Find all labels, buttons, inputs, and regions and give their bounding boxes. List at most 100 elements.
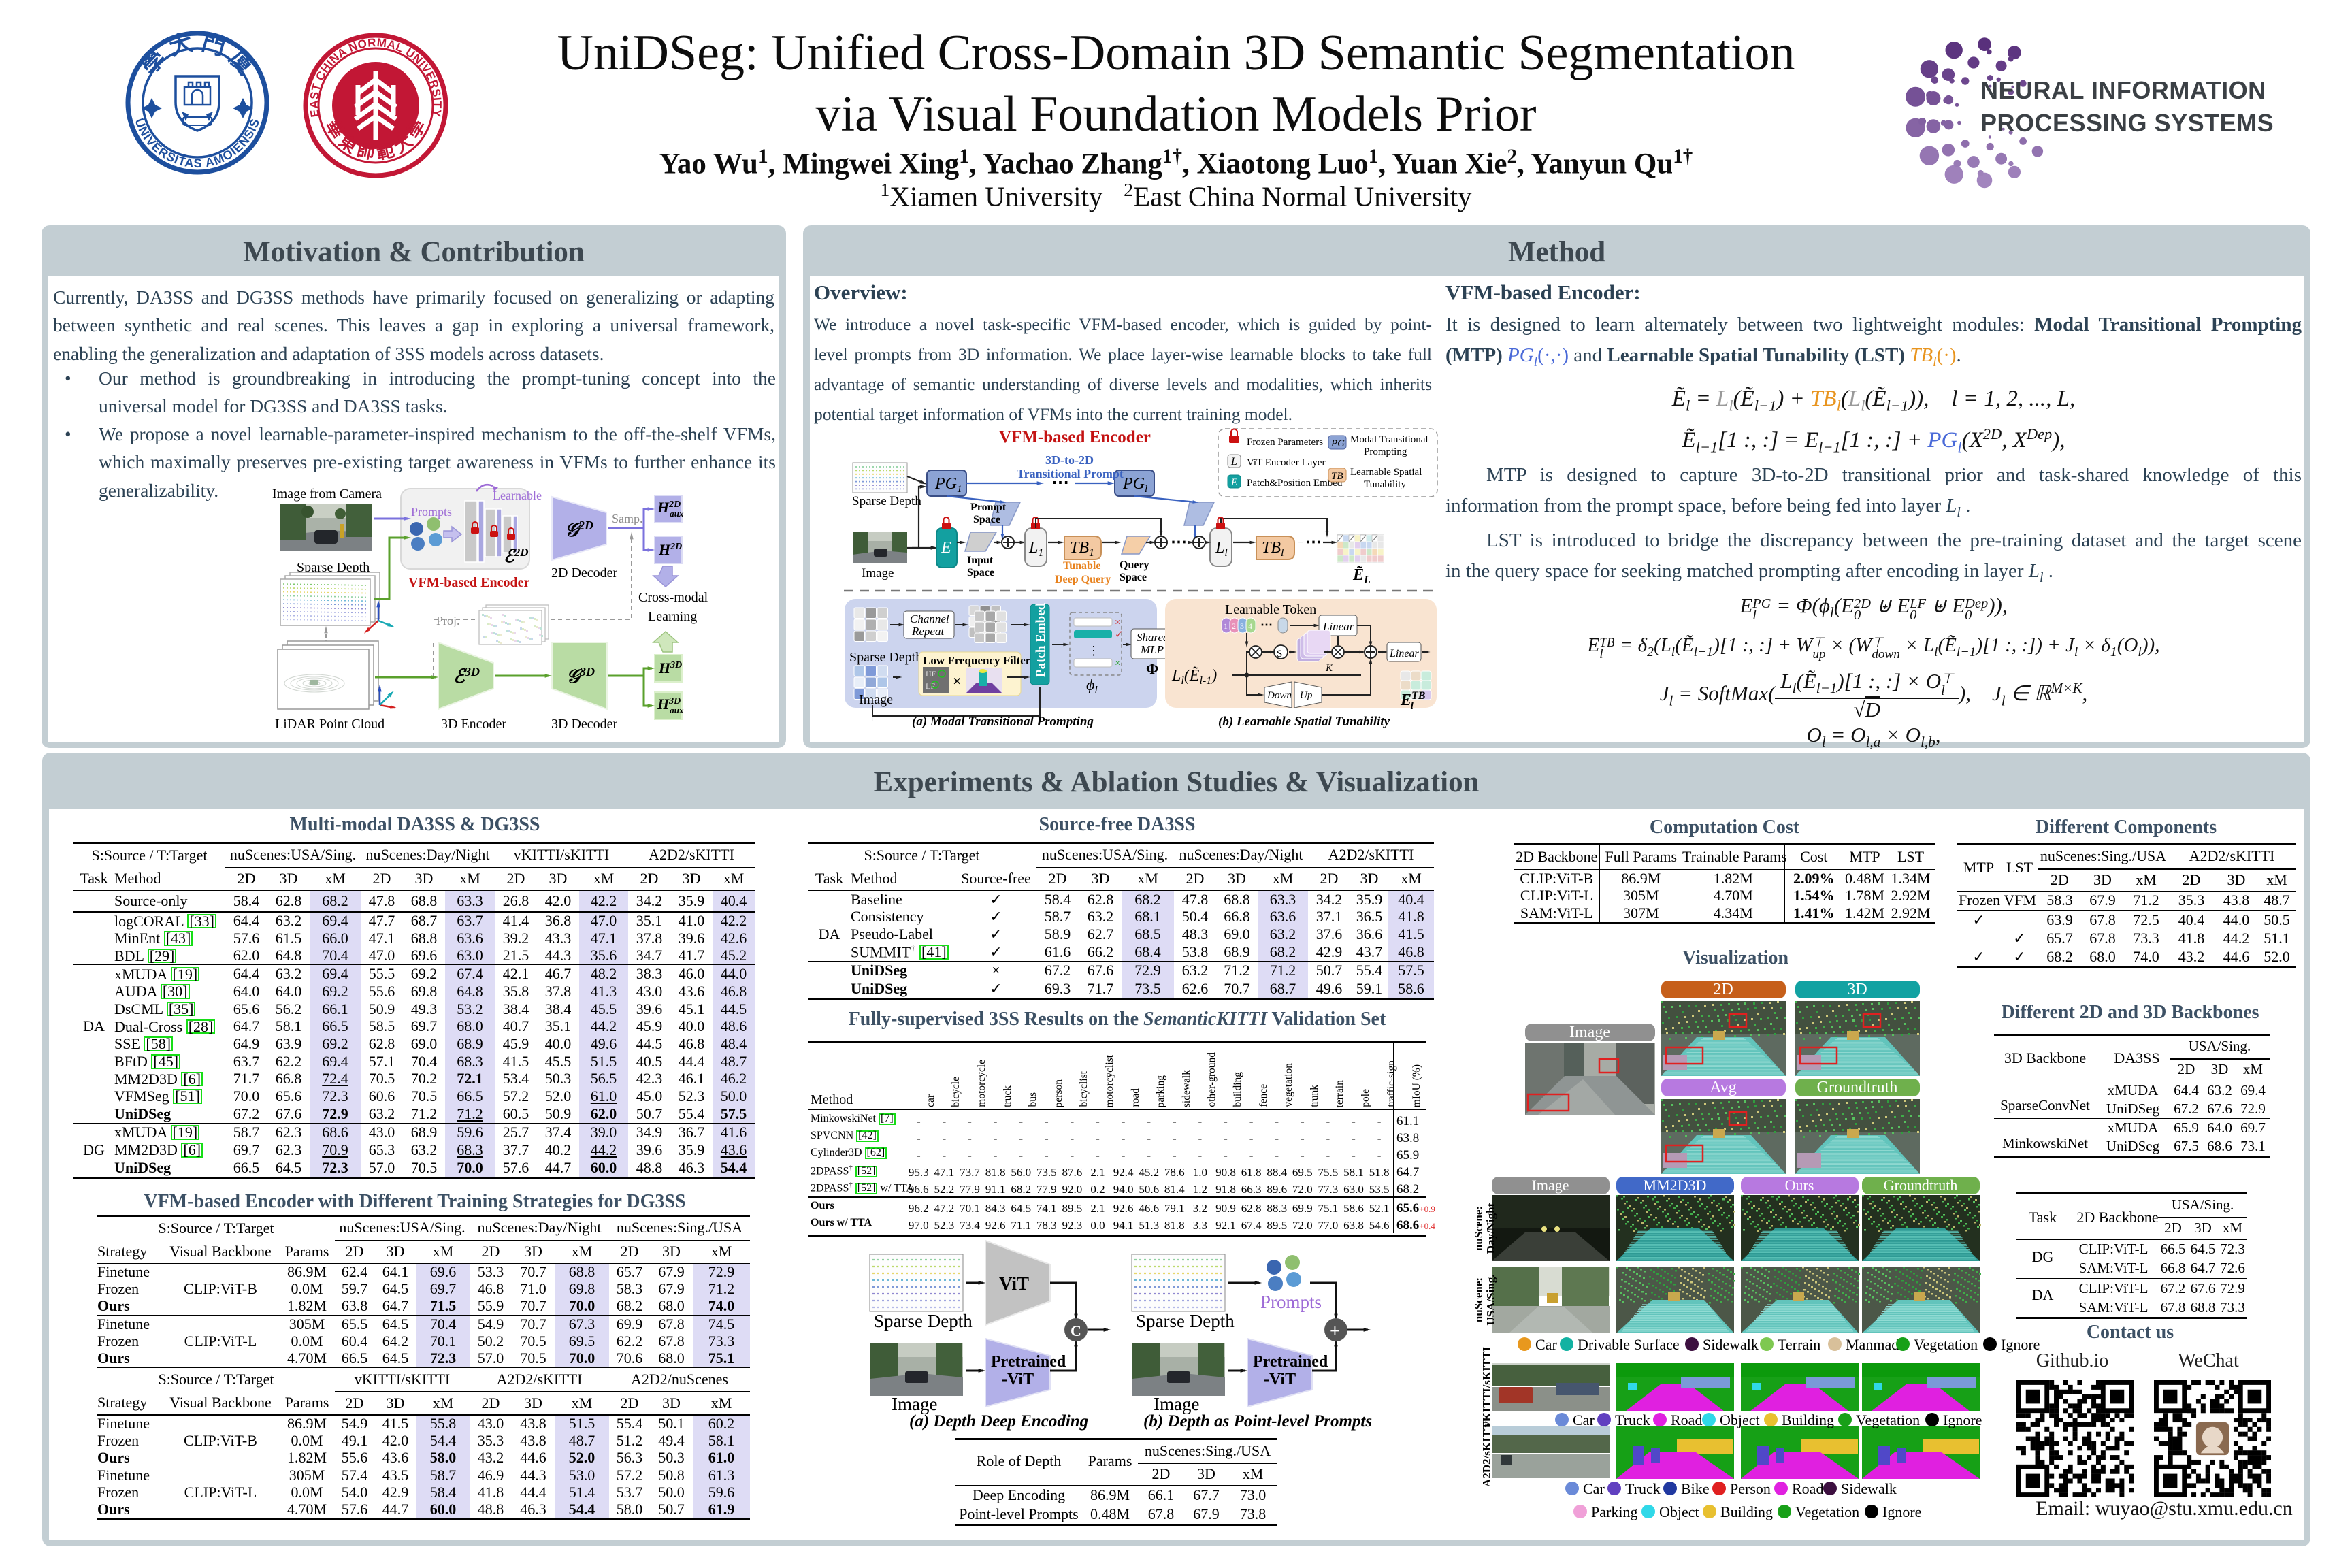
svg-text:Space: Space [1120, 572, 1147, 583]
svg-text:Parking: Parking [1591, 1503, 1637, 1520]
svg-text:nuScene:: nuScene: [1475, 1206, 1485, 1251]
svg-text:TBl: TBl [1262, 539, 1284, 559]
svg-text:HF: HF [926, 669, 936, 679]
svg-text:Linear: Linear [1322, 620, 1354, 633]
svg-text:K: K [1325, 663, 1333, 674]
svg-text:Drivable Surface: Drivable Surface [1578, 1336, 1680, 1353]
svg-text:Image: Image [859, 692, 893, 707]
svg-text:-ViT: -ViT [1264, 1371, 1296, 1388]
svg-text:Object: Object [1659, 1503, 1699, 1520]
svg-text:ẼL: ẼL [1352, 566, 1371, 586]
svg-text:(b) Learnable Spatial Tunabili: (b) Learnable Spatial Tunability [1218, 715, 1390, 729]
svg-text:MLP: MLP [1140, 643, 1164, 656]
svg-text:S: S [1277, 649, 1282, 659]
svg-text:Channel: Channel [910, 612, 949, 625]
svg-text:Truck: Truck [1615, 1411, 1650, 1428]
svg-text:Truck: Truck [1625, 1480, 1661, 1497]
svg-text:Proj.: Proj. [436, 614, 460, 627]
svg-text:Manmade: Manmade [1846, 1336, 1906, 1353]
svg-text:Image: Image [1154, 1394, 1199, 1414]
svg-text:L: L [1230, 456, 1237, 468]
svg-text:Space: Space [967, 567, 994, 578]
svg-text:Ignore: Ignore [1943, 1411, 1982, 1428]
svg-text:LiDAR Point Cloud: LiDAR Point Cloud [275, 717, 385, 732]
svg-text:VFM-based Encoder: VFM-based Encoder [408, 575, 529, 590]
svg-text:Linear: Linear [1389, 648, 1419, 659]
svg-text:3D Decoder: 3D Decoder [551, 717, 618, 732]
svg-text:Patch&Position Embed: Patch&Position Embed [1247, 478, 1343, 489]
svg-text:Pretrained: Pretrained [991, 1353, 1066, 1371]
svg-text:✓: ✓ [1115, 630, 1124, 640]
svg-text:vKITTI/sKITTI: vKITTI/sKITTI [1480, 1347, 1493, 1427]
svg-text:3: 3 [1240, 621, 1244, 631]
svg-text:Deep Query: Deep Query [1055, 574, 1111, 585]
svg-text:Day/Night: Day/Night [1484, 1203, 1497, 1254]
svg-text:E: E [1230, 477, 1237, 488]
svg-text:Pretrained: Pretrained [1253, 1353, 1328, 1371]
svg-text:Modal Transitional: Modal Transitional [1350, 434, 1428, 445]
svg-text:Learnable Spatial: Learnable Spatial [1350, 467, 1422, 478]
svg-text:Samp.: Samp. [612, 512, 643, 525]
svg-text:⋯: ⋯ [1305, 534, 1322, 551]
svg-text:Road: Road [1792, 1480, 1823, 1497]
svg-text:Vegetation: Vegetation [1914, 1336, 1978, 1353]
svg-text:Frozen Parameters: Frozen Parameters [1247, 437, 1323, 448]
svg-text:E: E [941, 539, 951, 557]
svg-text:USA/Sing.: USA/Sing. [1484, 1274, 1497, 1325]
svg-text:Prompts: Prompts [411, 505, 452, 519]
svg-text:+: + [1330, 1321, 1340, 1341]
svg-text:3D-to-2D: 3D-to-2D [1045, 453, 1094, 467]
svg-text:Sparse Depth: Sparse Depth [852, 494, 921, 508]
svg-text:Prompts: Prompts [1260, 1292, 1322, 1312]
svg-text:Vegetation: Vegetation [1856, 1411, 1920, 1428]
svg-text:4: 4 [1248, 621, 1252, 631]
svg-text:Learnable Token: Learnable Token [1225, 602, 1316, 617]
svg-text:Image from Camera: Image from Camera [272, 487, 382, 502]
svg-text:Object: Object [1720, 1411, 1760, 1428]
svg-text:1: 1 [1224, 621, 1228, 631]
svg-text:Avg: Avg [1710, 1079, 1737, 1096]
svg-text:Tunable: Tunable [1063, 560, 1100, 572]
svg-text:Building: Building [1720, 1503, 1773, 1520]
svg-text:Building: Building [1782, 1411, 1834, 1428]
svg-text:⋯: ⋯ [1260, 618, 1273, 632]
svg-text:(a) Modal Transitional Prompti: (a) Modal Transitional Prompting [912, 715, 1094, 729]
svg-text:PG: PG [1330, 438, 1345, 449]
svg-text:MM2D3D: MM2D3D [1644, 1177, 1707, 1194]
svg-text:Sparse Depth: Sparse Depth [874, 1311, 973, 1331]
svg-text:3D Encoder: 3D Encoder [441, 717, 506, 732]
svg-text:Car: Car [1583, 1480, 1605, 1497]
svg-text:Image: Image [892, 1394, 937, 1414]
svg-text:學 大 門 厦: 學 大 門 厦 [136, 30, 259, 80]
svg-text:nuScene:: nuScene: [1475, 1277, 1485, 1322]
svg-text:Image: Image [1532, 1177, 1569, 1194]
svg-text:ViT Encoder Layer: ViT Encoder Layer [1247, 457, 1325, 468]
svg-text:Terrain: Terrain [1778, 1336, 1820, 1353]
svg-text:Learning: Learning [648, 609, 697, 624]
svg-text:NEURAL INFORMATION: NEURAL INFORMATION [1980, 76, 2266, 104]
svg-text:Query: Query [1120, 559, 1149, 571]
svg-text:Car: Car [1573, 1411, 1595, 1428]
svg-text:2D Decoder: 2D Decoder [551, 566, 618, 581]
svg-text:Space: Space [973, 514, 1000, 525]
svg-text:PROCESSING SYSTEMS: PROCESSING SYSTEMS [1980, 109, 2274, 137]
svg-text:Learnable: Learnable [493, 489, 542, 502]
svg-text:Prompt: Prompt [970, 502, 1007, 513]
svg-text:Image: Image [1569, 1024, 1610, 1041]
svg-text:ViT: ViT [999, 1273, 1029, 1294]
svg-text:Input: Input [967, 555, 994, 566]
svg-text:Sidewalk: Sidewalk [1703, 1336, 1759, 1353]
svg-text:Road: Road [1671, 1411, 1702, 1428]
svg-text:Ignore: Ignore [1882, 1503, 1921, 1520]
svg-text:Low Frequency Filter: Low Frequency Filter [923, 654, 1031, 667]
svg-text:2D: 2D [1713, 981, 1733, 998]
svg-text:Φ: Φ [1146, 660, 1158, 677]
svg-text:⋮: ⋮ [1088, 644, 1100, 657]
svg-text:⋯: ⋯ [1051, 472, 1069, 492]
svg-text:×: × [953, 672, 962, 689]
svg-text:(b) Depth as Point-level Promp: (b) Depth as Point-level Prompts [1143, 1412, 1372, 1431]
svg-text:Image: Image [862, 566, 894, 581]
svg-text:C: C [1071, 1322, 1081, 1339]
